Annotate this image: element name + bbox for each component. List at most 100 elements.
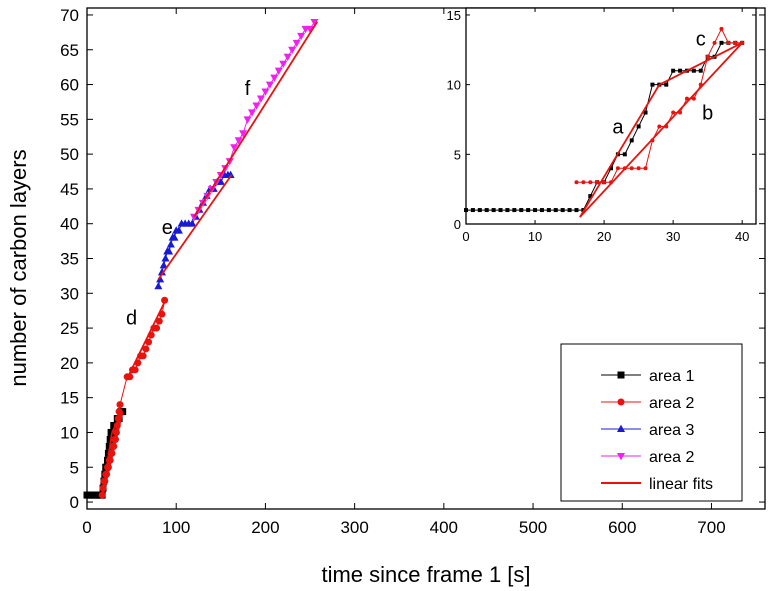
- legend-item: area 1: [601, 368, 694, 385]
- legend-label: linear fits: [649, 476, 713, 493]
- inset-data-point: [733, 40, 738, 45]
- main-x-tick-label: 400: [430, 518, 458, 537]
- main-data-point: [248, 109, 257, 117]
- y-axis-title: number of carbon layers: [6, 149, 31, 386]
- inset-annotation-c: c: [696, 29, 706, 51]
- main-x-tick-label: 500: [519, 518, 547, 537]
- main-x-tick-label: 300: [340, 518, 368, 537]
- main-fit-line: [101, 411, 124, 499]
- legend-label: area 1: [649, 368, 694, 385]
- inset-data-point: [671, 110, 676, 115]
- main-fit-line: [193, 21, 318, 218]
- inset-data-point: [581, 180, 586, 185]
- inset-fit-line: [658, 42, 743, 86]
- main-y-tick-label: 55: [60, 110, 79, 129]
- inset-data-point: [719, 40, 724, 45]
- main-annotation-d: d: [126, 308, 137, 330]
- inset-data-point: [519, 208, 524, 213]
- main-y-tick-label: 50: [60, 145, 79, 164]
- main-data-point: [139, 352, 147, 360]
- inset-data-point: [643, 166, 648, 171]
- inset-data-point: [546, 208, 551, 213]
- main-fit-line: [157, 174, 233, 280]
- main-y-tick-label: 0: [70, 493, 79, 512]
- main-data-point: [270, 74, 279, 82]
- main-data-point: [155, 317, 163, 325]
- main-data-point: [188, 219, 197, 227]
- main-y-tick-label: 20: [60, 354, 79, 373]
- inset-data-point: [726, 40, 731, 45]
- main-data-point: [154, 281, 163, 290]
- legend-marker: [616, 453, 626, 461]
- main-fit-line: [103, 411, 122, 482]
- main-data-point: [234, 137, 243, 145]
- inset-data-point: [505, 208, 510, 213]
- legend-item: area 2: [601, 449, 694, 466]
- main-y-tick-label: 70: [60, 6, 79, 25]
- inset-data-point: [533, 208, 538, 213]
- inset-data-point: [567, 208, 572, 213]
- x-axis-title: time since frame 1 [s]: [321, 562, 530, 587]
- main-y-tick-label: 25: [60, 319, 79, 338]
- inset-data-point: [609, 166, 613, 171]
- main-y-tick-label: 5: [70, 458, 79, 477]
- legend-label: area 2: [649, 395, 694, 412]
- inset-data-point: [629, 138, 634, 143]
- main-data-point: [226, 170, 235, 178]
- legend-marker: [617, 398, 625, 406]
- main-y-tick-label: 60: [60, 76, 79, 95]
- inset-data-point: [588, 194, 593, 199]
- main-data-point: [274, 67, 283, 75]
- inset-data-point: [650, 82, 655, 87]
- main-annotation-f: f: [245, 78, 251, 100]
- main-data-point: [170, 233, 179, 241]
- inset-data-point: [622, 152, 627, 157]
- inset-y-tick-label: 5: [454, 147, 461, 162]
- main-data-point: [161, 254, 170, 262]
- inset-data-point: [484, 208, 489, 213]
- main-data-point: [157, 268, 166, 276]
- inset-y-tick-label: 0: [454, 217, 461, 232]
- legend-marker: [617, 371, 625, 379]
- inset-plot: 0 10 20 30 40 0 5 10 15 a b c: [447, 7, 757, 244]
- inset-data-point: [636, 124, 641, 129]
- inset-data-point: [636, 166, 641, 171]
- inset-data-point: [526, 208, 531, 213]
- inset-data-point: [498, 208, 503, 213]
- main-data-point: [116, 401, 124, 409]
- main-data-point: [256, 95, 265, 103]
- main-data-point: [142, 345, 150, 353]
- main-y-tick-label: 35: [60, 250, 79, 269]
- legend-label: area 3: [649, 422, 694, 439]
- main-data-point: [153, 324, 161, 332]
- legend-label: area 2: [649, 449, 694, 466]
- main-fit-line: [125, 299, 167, 381]
- main-x-tick-label: 200: [251, 518, 279, 537]
- main-y-tick-label: 30: [60, 284, 79, 303]
- main-data-point: [283, 53, 292, 62]
- inset-data-point: [464, 208, 468, 213]
- inset-data-point: [691, 96, 696, 101]
- inset-fit-line: [579, 84, 661, 218]
- inset-x-tick-label: 30: [666, 229, 680, 244]
- main-data-point: [292, 39, 301, 48]
- inset-data-point: [539, 208, 544, 213]
- inset-x-tick-label: 0: [462, 229, 469, 244]
- main-data-point: [230, 144, 239, 152]
- main-data-point: [261, 88, 270, 96]
- legend-item: area 2: [601, 395, 694, 412]
- legend-marker: [616, 424, 626, 432]
- legend: area 1 area 2 area 3 area 2 linear fits: [560, 343, 743, 502]
- inset-data-point: [595, 180, 600, 185]
- inset-data-point: [678, 68, 683, 73]
- main-data-point: [279, 60, 288, 69]
- main-y-tick-label: 15: [60, 389, 79, 408]
- main-annotation-e: e: [162, 217, 173, 239]
- main-data-point: [306, 25, 315, 34]
- main-data-point: [265, 81, 274, 89]
- main-y-tick-label: 45: [60, 180, 79, 199]
- inset-data-point: [698, 68, 703, 73]
- main-data-point: [239, 130, 248, 138]
- main-data-point: [243, 116, 252, 124]
